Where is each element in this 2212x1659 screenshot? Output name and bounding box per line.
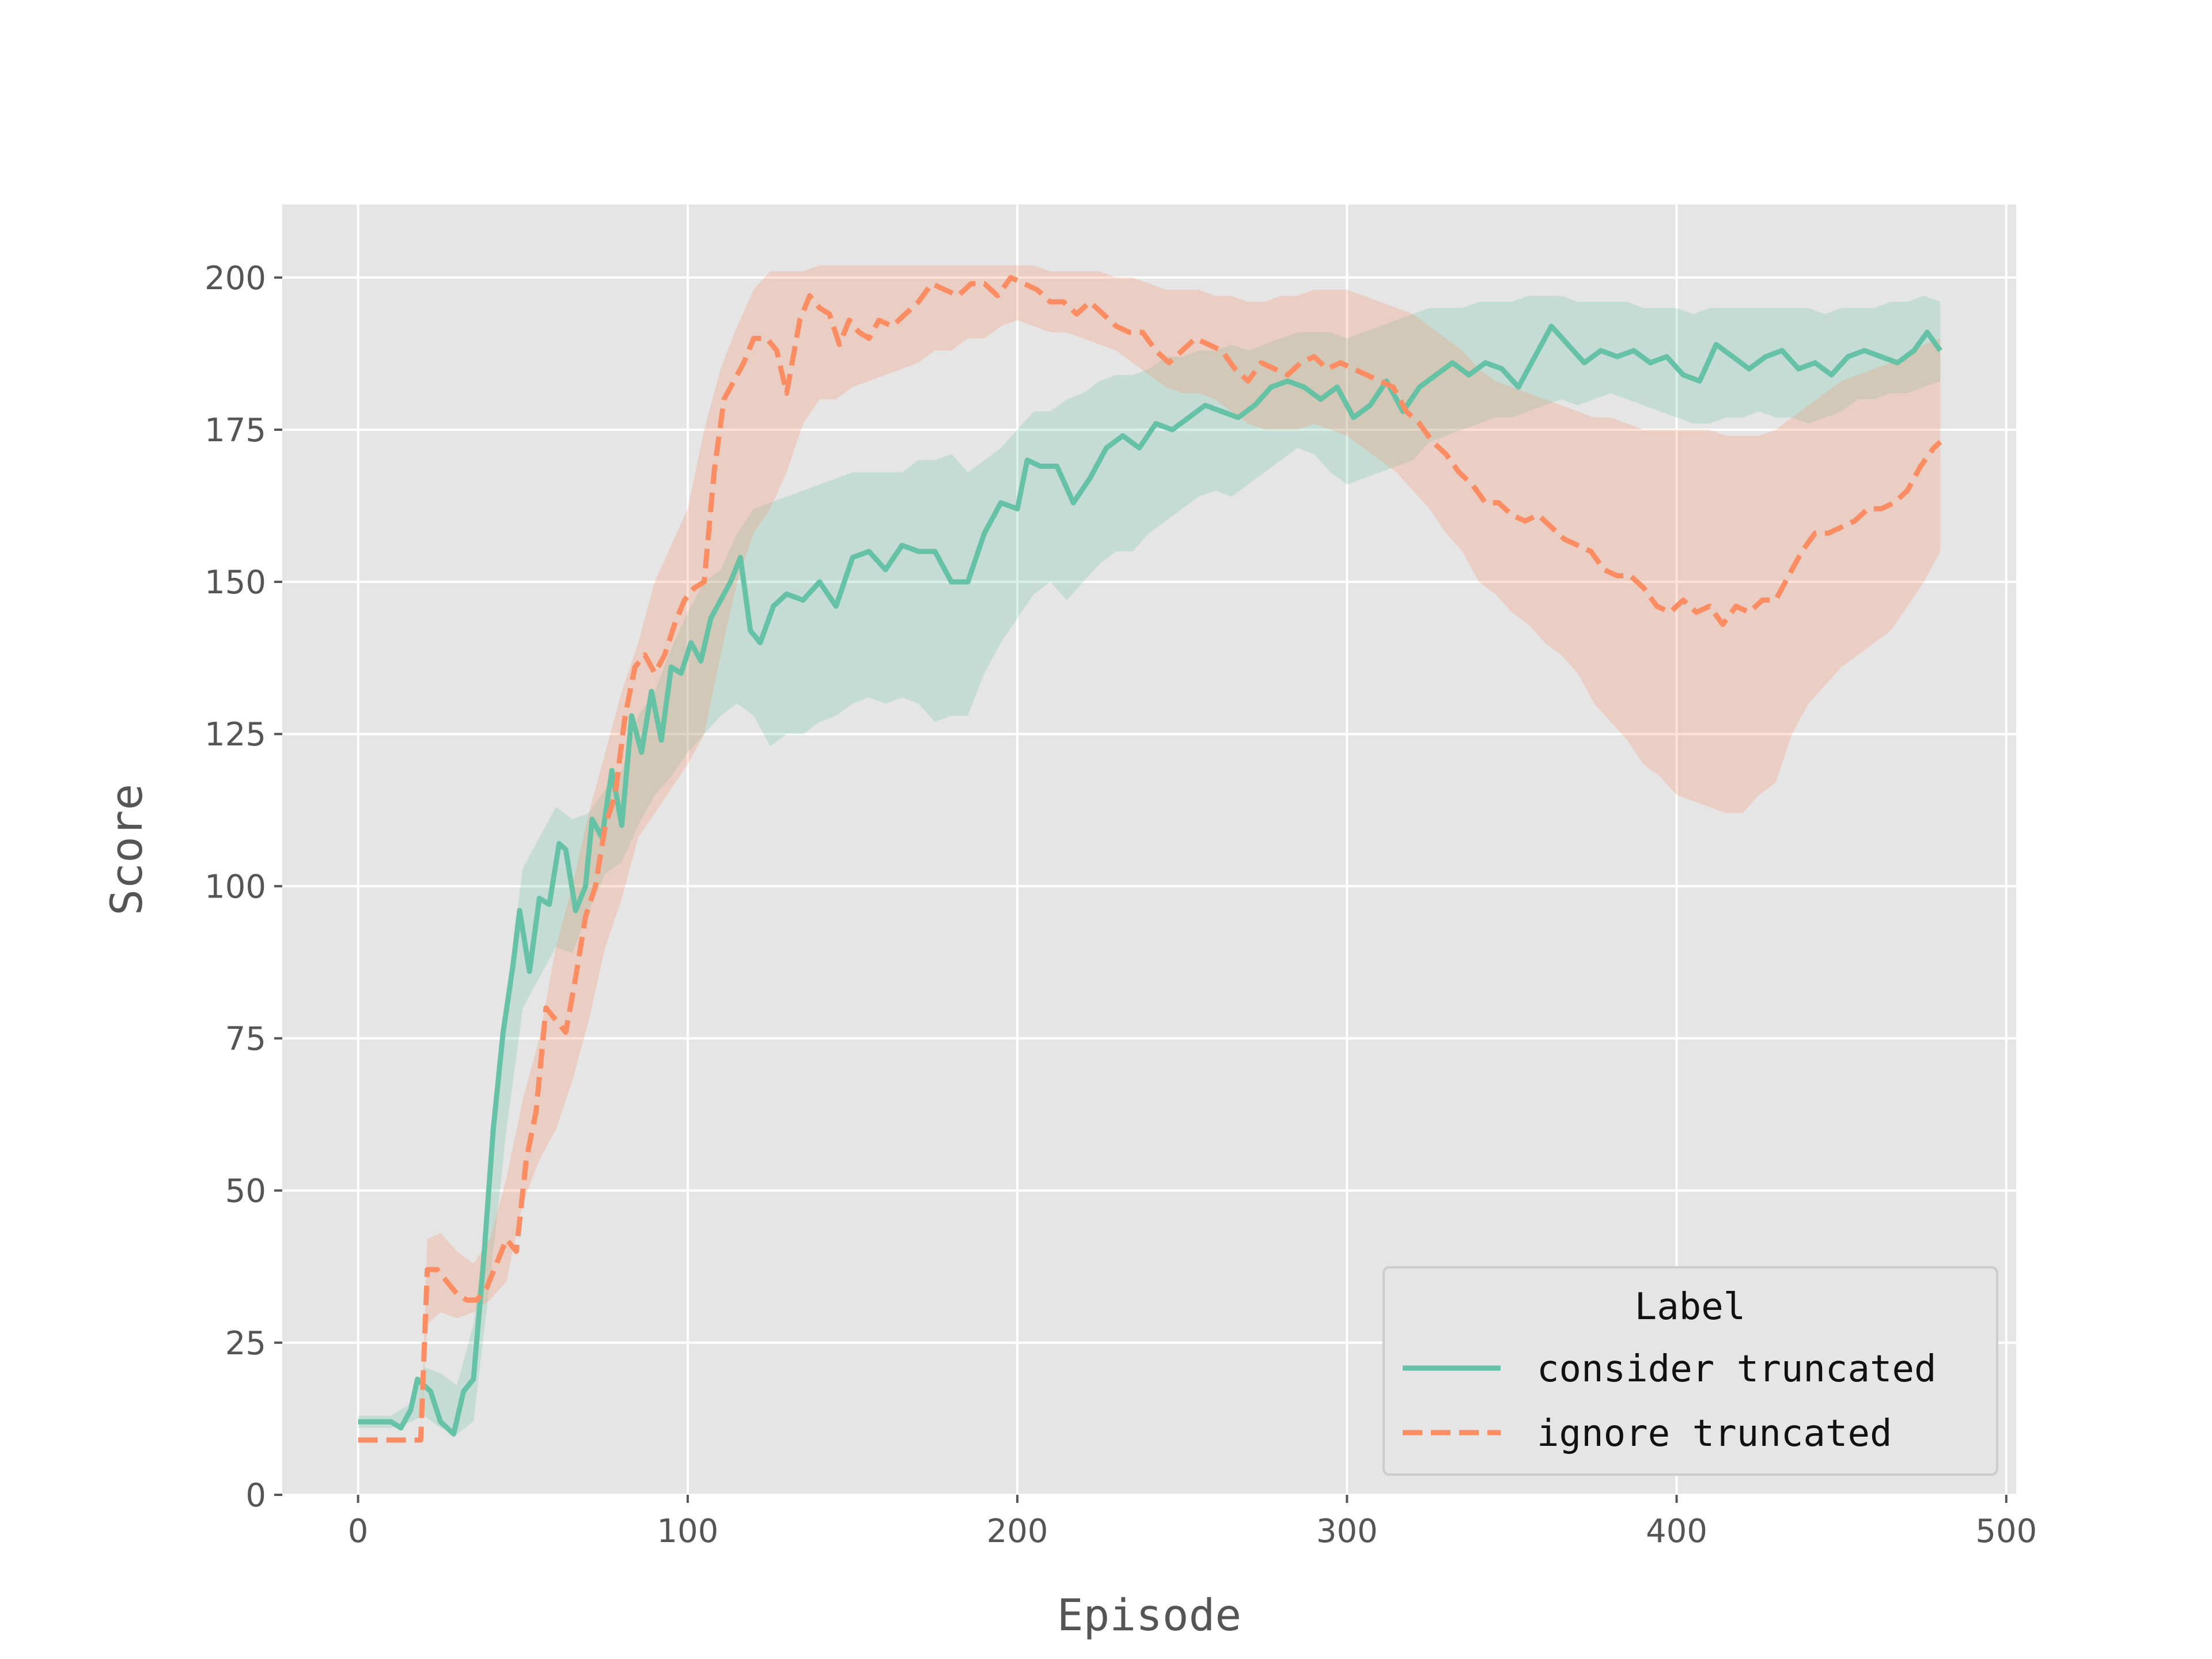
x-axis-ticks: 0 100 200 300 400 500 [348, 1495, 2037, 1550]
legend: Label consider truncated ignore truncate… [1382, 1266, 1998, 1476]
y-tick-label: 0 [245, 1477, 266, 1514]
y-tick-label: 75 [225, 1021, 266, 1058]
series-line-ignore-truncated [358, 275, 1942, 1443]
y-tick-label: 50 [225, 1173, 266, 1210]
y-axis-label: Score [101, 784, 152, 916]
legend-label-consider-truncated: consider truncated [1537, 1348, 1937, 1391]
y-tick-label: 100 [204, 868, 266, 906]
x-tick-label: 0 [348, 1513, 369, 1550]
y-tick-label: 200 [204, 260, 266, 297]
legend-box [1382, 1266, 1998, 1476]
x-axis-label: Episode [1057, 1589, 1241, 1641]
x-tick-label: 500 [1975, 1513, 2037, 1550]
band-ignore-truncated [358, 265, 1941, 1440]
series-line-consider-truncated [358, 323, 1943, 1437]
x-tick-label: 200 [987, 1513, 1048, 1550]
legend-title: Label [1635, 1286, 1746, 1328]
x-tick-label: 100 [657, 1513, 718, 1550]
x-tick-label: 300 [1316, 1513, 1378, 1550]
y-axis-ticks: 0 25 50 75 100 125 150 175 200 [204, 260, 282, 1514]
series-lines [358, 275, 1943, 1443]
y-tick-label: 175 [204, 412, 266, 449]
x-tick-label: 400 [1646, 1513, 1707, 1550]
confidence-bands [358, 265, 1941, 1440]
y-tick-label: 150 [204, 564, 266, 601]
legend-label-ignore-truncated: ignore truncated [1537, 1412, 1892, 1455]
y-tick-label: 25 [225, 1325, 266, 1362]
band-consider-truncated [358, 296, 1941, 1434]
y-tick-label: 125 [204, 716, 266, 753]
